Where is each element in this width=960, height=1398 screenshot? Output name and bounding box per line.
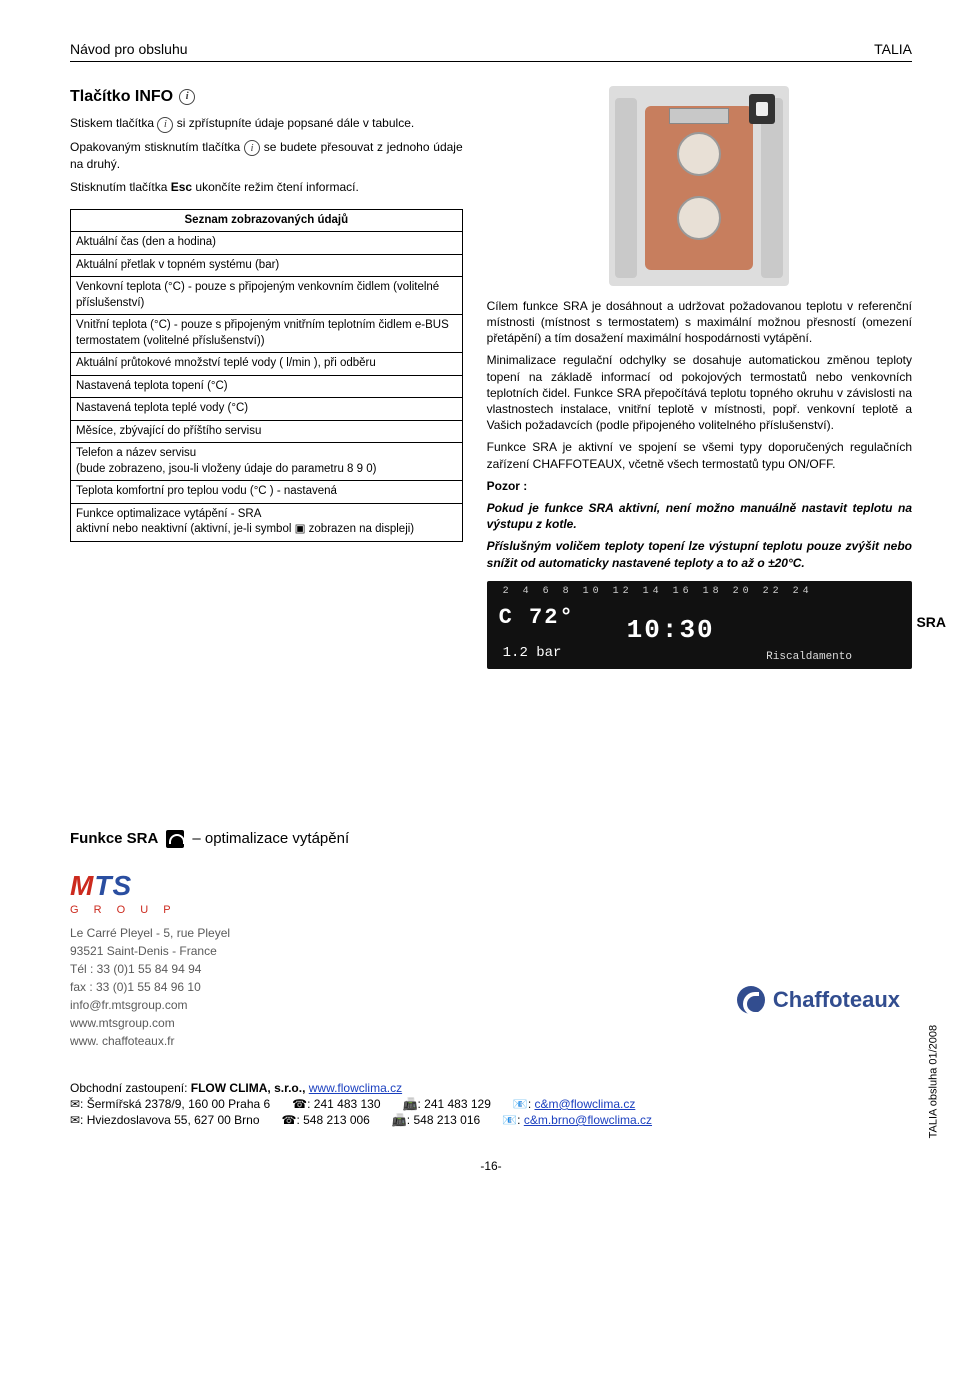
- info-table: Seznam zobrazovaných údajů Aktuální čas …: [70, 209, 463, 542]
- sra-section-heading: Funkce SRA – optimalizace vytápění: [70, 829, 912, 849]
- sra-temp: C 72°: [499, 603, 575, 633]
- footer-l1b: FLOW CLIMA, s.r.o.,: [191, 1081, 309, 1095]
- page-header: Návod pro obsluhu TALIA: [70, 40, 912, 62]
- table-row: Teplota komfortní pro teplou vodu (°C ) …: [71, 481, 463, 504]
- sra-risc: Riscaldamento: [766, 650, 852, 665]
- table-row: Nastavená teplota teplé vody (°C): [71, 398, 463, 421]
- mts-group: G R O U P: [70, 903, 912, 918]
- chaffoteaux-logo: Chaffoteaux: [737, 985, 900, 1015]
- intro-p3b: ukončíte režim čtení informací.: [195, 180, 358, 194]
- right-p3: Funkce SRA je aktivní ve spojení se všem…: [487, 439, 912, 471]
- side-rotated-text: TALIA obsluha 01/2008: [927, 1024, 942, 1138]
- table-row: Venkovní teplota (°C) - pouze s připojen…: [71, 277, 463, 315]
- table-row: Aktuální přetlak v topném systému (bar): [71, 254, 463, 277]
- chaff-c-icon: [737, 986, 765, 1014]
- footer-tel1: ☎: 241 483 130: [292, 1096, 380, 1112]
- sra-side-label: SRA: [916, 613, 946, 632]
- mts-block: MTS G R O U P Le Carré Pleyel - 5, rue P…: [70, 867, 912, 1050]
- footer-l1a: Obchodní zastoupení:: [70, 1081, 191, 1095]
- footer-addr2: ✉: Hviezdoslavova 55, 627 00 Brno: [70, 1112, 260, 1128]
- right-p1: Cílem funkce SRA je dosáhnout a udržovat…: [487, 298, 912, 347]
- mts-m: M: [70, 870, 94, 901]
- right-p2: Minimalizace regulační odchylky se dosah…: [487, 352, 912, 433]
- right-p5: Příslušným voličem teploty topení lze vý…: [487, 538, 912, 570]
- sra-bar: 1.2 bar: [503, 644, 562, 663]
- info-heading: Tlačítko INFO i: [70, 86, 463, 108]
- mts-t: T: [94, 870, 112, 901]
- intro-p3a: Stisknutím tlačítka: [70, 180, 171, 194]
- info-icon-inline-1: i: [157, 117, 173, 133]
- mts-addr-line: Tél : 33 (0)1 55 84 94 94: [70, 960, 912, 978]
- sra-ticks: 2 4 6 8 10 12 14 16 18 20 22 24: [503, 585, 813, 599]
- footer-mail2[interactable]: c&m.brno@flowclima.cz: [524, 1113, 652, 1127]
- right-text-block: Cílem funkce SRA je dosáhnout a udržovat…: [487, 298, 912, 571]
- page-number: -16-: [70, 1158, 912, 1174]
- footer-fax1: 📠: 241 483 129: [403, 1096, 491, 1112]
- intro-block: Stiskem tlačítka i si zpřístupníte údaje…: [70, 115, 463, 194]
- right-pozor: Pozor :: [487, 478, 912, 494]
- chaff-text: Chaffoteaux: [773, 985, 900, 1015]
- intro-p1b: si zpřístupníte údaje popsané dále v tab…: [177, 116, 415, 130]
- sra-suffix: – optimalizace vytápění: [192, 829, 349, 849]
- footer-tel2: ☎: 548 213 006: [282, 1112, 370, 1128]
- mts-addr-line: Le Carré Pleyel - 5, rue Pleyel: [70, 924, 912, 942]
- device-illustration: [609, 86, 789, 286]
- mts-addr-line: 93521 Saint-Denis - France: [70, 942, 912, 960]
- right-p4: Pokud je funkce SRA aktivní, není možno …: [487, 500, 912, 532]
- table-row: Měsíce, zbývající do příštího servisu: [71, 420, 463, 443]
- mts-logo: MTS: [70, 867, 912, 905]
- info-icon-inline-2: i: [244, 140, 260, 156]
- footer-mail1[interactable]: c&m@flowclima.cz: [534, 1097, 635, 1111]
- table-row: Aktuální čas (den a hodina): [71, 232, 463, 255]
- table-row: Nastavená teplota topení (°C): [71, 375, 463, 398]
- footer-addr1: ✉: Šermířská 2378/9, 160 00 Praha 6: [70, 1096, 270, 1112]
- footer-fax2: 📠: 548 213 016: [392, 1112, 480, 1128]
- footer-link1[interactable]: www.flowclima.cz: [309, 1081, 402, 1095]
- header-right: TALIA: [874, 40, 912, 59]
- sra-prefix: Funkce SRA: [70, 829, 158, 849]
- sra-clock: 10:30: [627, 613, 715, 648]
- table-row: Telefon a název servisu (bude zobrazeno,…: [71, 443, 463, 481]
- sra-display: 2 4 6 8 10 12 14 16 18 20 22 24 C 72° 10…: [487, 581, 912, 669]
- sra-glyph-icon: [166, 830, 184, 848]
- mts-addr-line: www. chaffoteaux.fr: [70, 1032, 912, 1050]
- mts-addr-line: www.mtsgroup.com: [70, 1014, 912, 1032]
- esc-label: Esc: [171, 180, 192, 194]
- info-title-text: Tlačítko INFO: [70, 86, 173, 108]
- table-caption: Seznam zobrazovaných údajů: [71, 209, 463, 232]
- mts-s: S: [112, 870, 132, 901]
- info-icon: i: [179, 89, 195, 105]
- table-row: Funkce optimalizace vytápění - SRA aktiv…: [71, 503, 463, 541]
- save-disk-icon: [749, 94, 775, 124]
- intro-p2a: Opakovaným stisknutím tlačítka: [70, 140, 244, 154]
- intro-p1a: Stiskem tlačítka: [70, 116, 157, 130]
- header-left: Návod pro obsluhu: [70, 40, 188, 59]
- table-row: Aktuální průtokové množství teplé vody (…: [71, 353, 463, 376]
- table-row: Vnitřní teplota (°C) - pouze s připojený…: [71, 315, 463, 353]
- footer: Obchodní zastoupení: FLOW CLIMA, s.r.o.,…: [70, 1080, 912, 1129]
